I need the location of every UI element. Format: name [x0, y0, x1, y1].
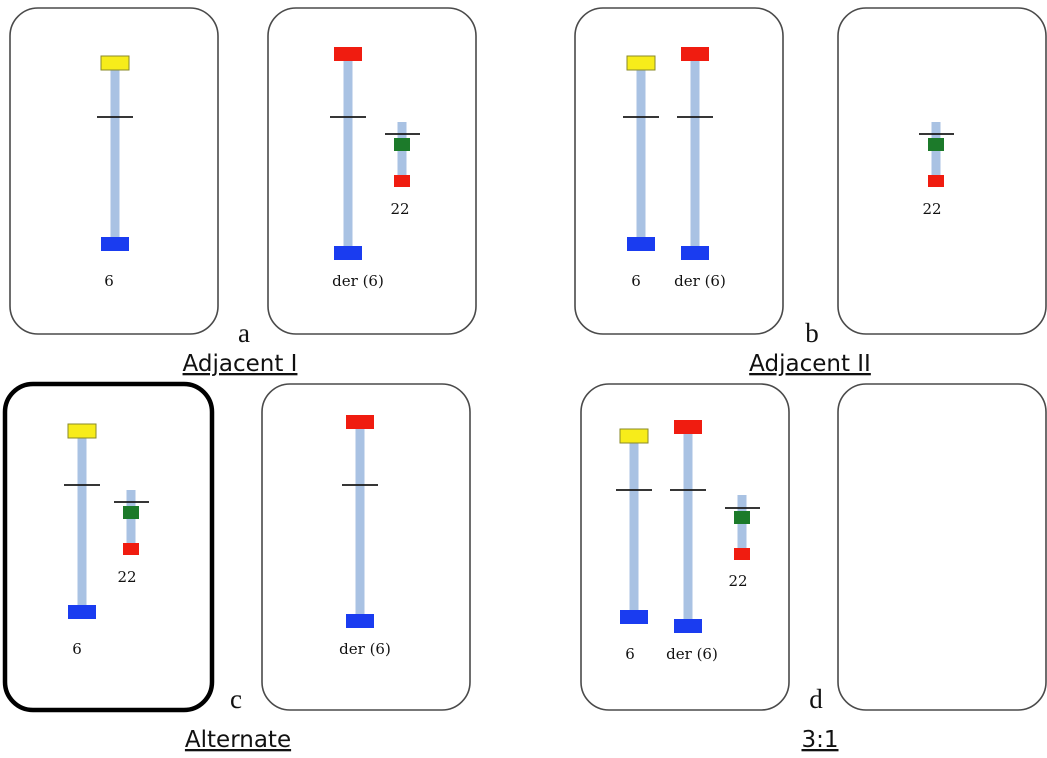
- group-b: 6 der (6) 22 b Adjacent II: [574, 7, 1047, 377]
- chromosome-label: 22: [728, 572, 747, 590]
- chromosome-der6: der (6): [674, 47, 726, 290]
- chromosome-der6: der (6): [330, 47, 384, 290]
- group-letter: b: [805, 318, 819, 348]
- red-telomere-band: [394, 175, 410, 187]
- chromosome-der6: der (6): [666, 420, 718, 663]
- gamete-panel-a-right: [267, 7, 477, 335]
- chromosome-label: 6: [625, 645, 635, 663]
- yellow-telomere-band: [626, 55, 656, 71]
- group-caption: Adjacent II: [749, 351, 871, 377]
- blue-telomere-band: [681, 246, 709, 260]
- green-band: [928, 138, 944, 151]
- chromosome-22: 22: [725, 495, 760, 590]
- group-caption: 3:1: [801, 727, 838, 753]
- chromosome-6: 6: [623, 55, 659, 290]
- green-band: [394, 138, 410, 151]
- gamete-panel-c-left-highlighted: [2, 381, 215, 713]
- green-band: [734, 511, 750, 524]
- yellow-telomere-band: [67, 423, 97, 439]
- chromosome-label: 6: [631, 272, 641, 290]
- blue-telomere-band: [620, 610, 648, 624]
- gamete-panel-b-left: [574, 7, 784, 335]
- red-telomere-band: [734, 548, 750, 560]
- chromosome-label: 22: [390, 200, 409, 218]
- blue-telomere-band: [334, 246, 362, 260]
- chromosome-6: 6: [616, 428, 652, 663]
- blue-telomere-band: [627, 237, 655, 251]
- chromosome-22: 22: [385, 122, 420, 218]
- chromosome-label: 6: [104, 272, 114, 290]
- group-letter: d: [809, 684, 823, 714]
- gamete-panel-b-right: [837, 7, 1047, 335]
- red-telomere-band: [346, 415, 374, 429]
- chromosome-label: 6: [72, 640, 82, 658]
- gamete-panel-d-right-empty: [837, 383, 1047, 711]
- chromosome-label: der (6): [339, 640, 391, 658]
- group-letter: a: [238, 318, 250, 348]
- red-telomere-band: [681, 47, 709, 61]
- chromosome-6: 6: [64, 423, 100, 658]
- gamete-panel-c-right: [261, 383, 471, 711]
- chromosome-der6: der (6): [339, 415, 391, 658]
- group-caption: Alternate: [185, 727, 291, 753]
- red-telomere-band: [123, 543, 139, 555]
- chromosome-22: 22: [114, 490, 149, 586]
- green-band: [123, 506, 139, 519]
- red-telomere-band: [334, 47, 362, 61]
- chromosome-label: 22: [922, 200, 941, 218]
- group-letter: c: [230, 684, 242, 714]
- yellow-telomere-band: [619, 428, 649, 444]
- group-c: 6 22 der (6) c Alternate: [2, 381, 471, 753]
- group-d: 6 der (6) 22 d 3:1: [580, 383, 1047, 753]
- chromosome-label: der (6): [666, 645, 718, 663]
- chromosome-22: 22: [919, 122, 954, 218]
- blue-telomere-band: [346, 614, 374, 628]
- blue-telomere-band: [68, 605, 96, 619]
- blue-telomere-band: [101, 237, 129, 251]
- chromosome-6: 6: [97, 55, 133, 290]
- chromosome-label: der (6): [674, 272, 726, 290]
- group-caption: Adjacent I: [183, 351, 298, 377]
- blue-telomere-band: [674, 619, 702, 633]
- group-a: 6 der (6) 22 a Adjacent I: [9, 7, 477, 377]
- chromosome-label: der (6): [332, 272, 384, 290]
- yellow-telomere-band: [100, 55, 130, 71]
- red-telomere-band: [674, 420, 702, 434]
- red-telomere-band: [928, 175, 944, 187]
- chromosome-label: 22: [117, 568, 136, 586]
